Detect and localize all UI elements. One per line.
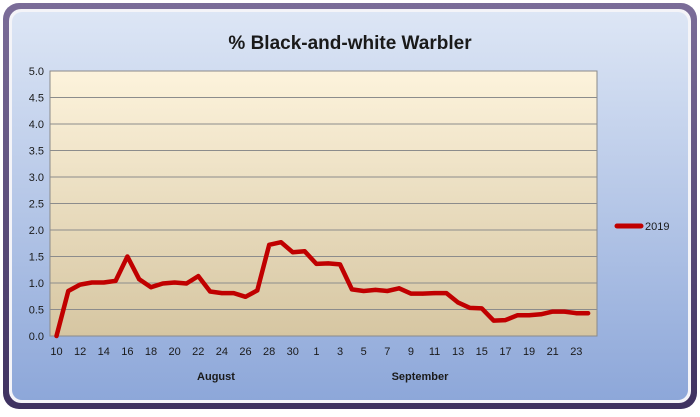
data-point [302,249,307,254]
data-point [338,262,343,267]
data-point [231,291,236,296]
y-tick-label: 0.5 [29,305,44,317]
data-point [408,291,413,296]
data-point [586,311,591,316]
data-point [491,318,496,323]
x-tick-label: 28 [263,346,275,358]
data-point [101,280,106,285]
data-point [527,313,532,318]
data-point [267,242,272,247]
data-point [444,291,449,296]
x-tick-label: 22 [192,346,204,358]
data-point [290,250,295,255]
data-point [538,312,543,317]
data-point [149,285,154,290]
data-point [196,274,201,279]
x-tick-label: 14 [98,346,110,358]
month-label-august: August [197,371,235,383]
x-tick-label: 7 [384,346,390,358]
legend: 2019 [614,221,669,233]
legend-label-2019: 2019 [645,221,669,233]
data-point [361,288,366,293]
data-point [66,288,71,293]
data-point [550,309,555,314]
data-point [219,291,224,296]
data-point [172,280,177,285]
data-point [137,277,142,282]
x-tick-label: 30 [287,346,299,358]
data-point [243,294,248,299]
y-tick-label: 2.0 [29,225,44,237]
data-point [574,311,579,316]
data-point [467,305,472,310]
y-tick-label: 1.5 [29,252,44,264]
y-tick-label: 3.5 [29,146,44,158]
data-point [184,281,189,286]
data-point [78,282,83,287]
gridlines [50,97,597,310]
data-point [515,313,520,318]
x-tick-label: 20 [169,346,181,358]
data-point [54,334,59,338]
x-tick-label: 12 [74,346,86,358]
y-tick-label: 4.0 [29,119,44,131]
data-point [562,309,567,314]
x-tick-label: 24 [216,346,228,358]
y-tick-label: 0.0 [29,331,44,343]
data-point [89,280,94,285]
y-tick-label: 3.0 [29,172,44,184]
x-tick-label: 21 [547,346,559,358]
data-point [397,286,402,291]
data-point [503,318,508,323]
data-point [385,288,390,293]
y-axis-ticks: 0.0 0.5 1.0 1.5 2.0 2.5 3.0 3.5 4.0 4.5 5.0 [29,66,44,343]
x-tick-label: 10 [50,346,62,358]
x-tick-label: 16 [121,346,133,358]
data-point [278,240,283,245]
x-tick-label: 3 [337,346,343,358]
data-point [349,287,354,292]
x-tick-label: 9 [408,346,414,358]
month-label-september: September [392,371,450,383]
chart-title: % Black-and-white Warbler [228,33,472,54]
x-tick-label: 13 [452,346,464,358]
data-point [479,306,484,311]
series-line-2019 [54,239,591,339]
data-point [456,300,461,305]
data-point [160,281,165,286]
x-tick-label: 15 [476,346,488,358]
x-tick-label: 19 [523,346,535,358]
y-tick-label: 1.0 [29,278,44,290]
series-layer [54,239,591,339]
y-tick-label: 2.5 [29,199,44,211]
data-point [113,278,118,283]
data-point [125,254,130,259]
data-point [373,287,378,292]
y-tick-label: 4.5 [29,93,44,105]
x-axis-ticks: 10 12 14 16 18 20 22 24 26 28 30 1 3 5 7 9 11 13 15 17 19 21 2… [50,346,582,358]
data-point [432,291,437,296]
x-tick-label: 5 [361,346,367,358]
data-point [255,288,260,293]
x-tick-label: 17 [499,346,511,358]
data-point [314,261,319,266]
x-tick-label: 11 [429,346,440,358]
data-point [208,289,213,294]
data-point [326,261,331,266]
x-tick-label: 18 [145,346,157,358]
x-tick-label: 1 [313,346,319,358]
data-point [420,291,425,296]
y-tick-label: 5.0 [29,66,44,78]
x-tick-label: 23 [570,346,582,358]
x-tick-label: 26 [239,346,251,358]
